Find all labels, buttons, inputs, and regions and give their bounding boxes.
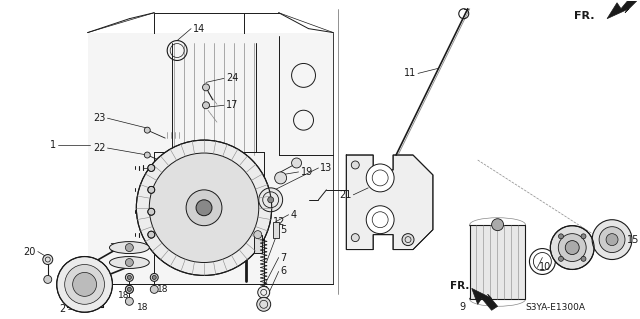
- Circle shape: [565, 241, 579, 255]
- Text: 13: 13: [321, 163, 333, 173]
- Text: S3YA-E1300A: S3YA-E1300A: [525, 303, 586, 312]
- Text: 17: 17: [226, 100, 238, 110]
- Text: 5: 5: [281, 225, 287, 235]
- Circle shape: [254, 231, 262, 239]
- Circle shape: [125, 258, 133, 266]
- Circle shape: [592, 220, 632, 260]
- Circle shape: [148, 186, 155, 193]
- Ellipse shape: [109, 241, 149, 254]
- Text: 24: 24: [226, 73, 238, 83]
- Text: 6: 6: [281, 266, 287, 277]
- Circle shape: [351, 234, 359, 241]
- Circle shape: [366, 206, 394, 234]
- Circle shape: [144, 152, 150, 158]
- Text: 23: 23: [93, 113, 106, 123]
- Circle shape: [268, 197, 274, 203]
- Circle shape: [559, 234, 563, 239]
- Circle shape: [292, 158, 301, 168]
- Polygon shape: [472, 288, 497, 310]
- Text: 10: 10: [540, 263, 552, 272]
- Text: 21: 21: [339, 190, 351, 200]
- Circle shape: [43, 255, 52, 264]
- Circle shape: [136, 140, 272, 275]
- Circle shape: [351, 161, 359, 169]
- Text: 3: 3: [109, 242, 115, 253]
- Circle shape: [73, 272, 97, 296]
- Circle shape: [125, 286, 133, 293]
- Polygon shape: [607, 0, 637, 19]
- Circle shape: [275, 172, 287, 184]
- Circle shape: [258, 286, 269, 298]
- Circle shape: [606, 234, 618, 246]
- Text: 2: 2: [60, 304, 66, 314]
- Text: 1: 1: [50, 140, 56, 150]
- Ellipse shape: [109, 256, 149, 269]
- Bar: [470, 225, 525, 299]
- Circle shape: [366, 164, 394, 192]
- Circle shape: [202, 84, 209, 91]
- Circle shape: [65, 264, 104, 304]
- Text: 11: 11: [404, 68, 416, 78]
- Text: 15: 15: [627, 234, 639, 245]
- Circle shape: [144, 127, 150, 133]
- Circle shape: [599, 227, 625, 253]
- Text: 19: 19: [301, 167, 313, 177]
- Text: 9: 9: [460, 302, 466, 312]
- Circle shape: [402, 234, 414, 246]
- Bar: [273, 222, 278, 238]
- Text: 18: 18: [157, 285, 169, 294]
- Circle shape: [492, 219, 504, 231]
- Text: 18: 18: [118, 291, 129, 300]
- Circle shape: [196, 200, 212, 216]
- Circle shape: [152, 275, 156, 279]
- Circle shape: [558, 234, 586, 262]
- Circle shape: [550, 226, 594, 270]
- Text: 22: 22: [93, 143, 106, 153]
- Polygon shape: [346, 155, 433, 249]
- Circle shape: [148, 231, 155, 238]
- Circle shape: [57, 256, 113, 312]
- Circle shape: [149, 153, 259, 263]
- Text: 14: 14: [193, 24, 205, 33]
- Text: 18: 18: [138, 303, 149, 312]
- Circle shape: [150, 286, 158, 293]
- Bar: [254, 235, 262, 253]
- Text: FR.: FR.: [573, 11, 594, 21]
- Text: 16: 16: [220, 205, 232, 215]
- Circle shape: [127, 275, 131, 279]
- Circle shape: [559, 256, 563, 261]
- Circle shape: [148, 208, 155, 215]
- Text: 20: 20: [24, 247, 36, 256]
- Circle shape: [257, 297, 271, 311]
- Text: 8: 8: [569, 253, 575, 263]
- Circle shape: [125, 273, 133, 281]
- Circle shape: [125, 244, 133, 252]
- Circle shape: [202, 102, 209, 109]
- Polygon shape: [88, 33, 333, 285]
- Circle shape: [148, 165, 155, 171]
- Circle shape: [125, 286, 133, 293]
- Text: 4: 4: [291, 210, 297, 220]
- Circle shape: [127, 287, 131, 291]
- Text: 7: 7: [281, 253, 287, 263]
- Text: FR.: FR.: [451, 281, 470, 291]
- Circle shape: [581, 256, 586, 261]
- Circle shape: [259, 188, 283, 212]
- Text: 12: 12: [273, 217, 285, 227]
- Circle shape: [125, 297, 133, 305]
- Circle shape: [581, 234, 586, 239]
- Circle shape: [150, 273, 158, 281]
- Circle shape: [44, 275, 52, 283]
- Circle shape: [186, 190, 222, 226]
